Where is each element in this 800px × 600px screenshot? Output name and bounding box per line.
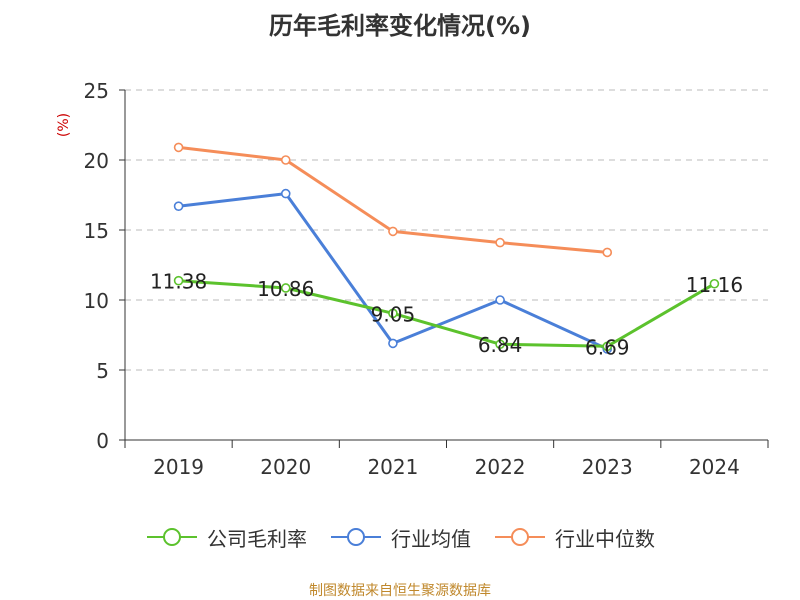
x-tick-label: 2020 (260, 455, 311, 479)
source-note: 制图数据来自恒生聚源数据库 (309, 583, 491, 599)
legend-swatch-icon (147, 528, 197, 546)
data-point (602, 247, 613, 258)
data-label: 10.86 (257, 277, 314, 301)
legend-swatch-icon (331, 528, 381, 546)
x-tick-label: 2019 (153, 455, 204, 479)
series-line (178, 279, 716, 348)
legend-marker (511, 528, 529, 546)
x-tick-label: 2021 (367, 455, 418, 479)
data-point (495, 237, 505, 248)
y-tick-label: 20 (84, 149, 109, 173)
data-point (495, 295, 505, 305)
data-label: 11.16 (686, 273, 743, 297)
data-label: 11.38 (150, 270, 207, 294)
legend-label: 公司毛利率 (207, 526, 307, 551)
series-lines (173, 142, 720, 354)
data-label: 6.69 (585, 335, 630, 359)
chart-title: 历年毛利率变化情况(%) (269, 12, 531, 40)
legend-item[interactable]: 行业中位数 (493, 523, 655, 552)
data-point (173, 275, 184, 286)
data-point (388, 338, 398, 349)
legend: 公司毛利率 行业均值 行业中位数 (0, 520, 800, 554)
y-axis-label: (%) (56, 113, 72, 137)
data-labels: 11.38 10.86 9.05 6.84 6.69 11.16 (150, 270, 743, 360)
data-point (388, 308, 398, 319)
legend-label: 行业中位数 (555, 526, 655, 551)
legend-swatch-icon (495, 528, 545, 546)
data-label: 6.84 (478, 333, 523, 357)
axes: 0 5 10 15 20 25 2019 2020 2021 2022 2023 2024 (%) (56, 79, 769, 479)
legend-item[interactable]: 公司毛利率 (145, 523, 307, 552)
data-point (280, 283, 291, 293)
y-tick-label: 10 (84, 289, 109, 313)
grid-lines (125, 89, 768, 371)
data-point (173, 201, 184, 211)
y-tick-label: 15 (84, 219, 109, 243)
data-point (280, 155, 291, 165)
x-tick-label: 2024 (689, 455, 740, 479)
y-tick-label: 25 (84, 79, 109, 103)
data-point (280, 188, 291, 199)
x-tick-label: 2022 (475, 455, 526, 479)
data-point (709, 278, 720, 289)
data-point (602, 341, 613, 352)
x-tick-label: 2023 (582, 455, 633, 479)
legend-label: 行业均值 (391, 526, 471, 551)
data-point (173, 142, 184, 153)
data-point (495, 339, 505, 350)
data-point (388, 226, 398, 237)
y-tick-label: 5 (96, 359, 109, 383)
y-tick-label: 0 (96, 429, 109, 453)
legend-marker (163, 528, 181, 546)
legend-item[interactable]: 行业均值 (329, 523, 471, 552)
legend-marker (347, 528, 365, 546)
data-label: 9.05 (371, 302, 416, 326)
